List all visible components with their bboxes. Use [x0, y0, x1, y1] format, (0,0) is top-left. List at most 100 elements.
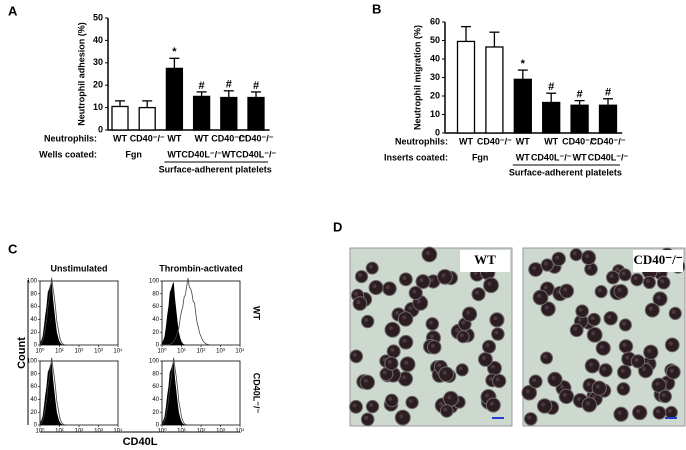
y-tick-label: 20 — [152, 330, 159, 336]
cell — [426, 339, 442, 355]
cell-highlight — [408, 306, 413, 311]
cell-highlight — [401, 375, 406, 380]
cell — [618, 318, 632, 332]
y-tick-label: 40 — [152, 397, 159, 403]
cell — [618, 339, 634, 354]
cell-highlight — [354, 291, 359, 296]
cell — [398, 334, 414, 350]
cell-highlight — [642, 367, 647, 372]
bar — [192, 95, 211, 131]
cell — [547, 371, 563, 388]
row-label: CD40L⁻/⁻ — [252, 373, 262, 414]
cell — [642, 275, 657, 290]
cell-highlight — [488, 376, 493, 381]
row-label: Inserts coated: — [384, 152, 448, 162]
y-tick-label: 20 — [152, 410, 159, 416]
cell-highlight — [577, 318, 582, 323]
cell-highlight — [455, 328, 460, 333]
bar — [485, 46, 504, 134]
y-tick-label: 80 — [152, 291, 159, 297]
cell-highlight — [352, 352, 357, 357]
cell-highlight — [585, 401, 590, 406]
y-axis-label: Count — [16, 337, 28, 369]
y-tick-label: 50 — [430, 35, 440, 45]
x-tick-label-row2: WT — [222, 149, 236, 159]
cell — [664, 337, 680, 353]
cell — [665, 364, 681, 380]
cell — [521, 384, 538, 401]
cell — [398, 272, 413, 287]
cell-highlight — [382, 370, 387, 375]
cell-highlight — [495, 377, 500, 382]
cell-highlight — [395, 310, 400, 315]
cell-highlight — [619, 385, 624, 390]
x-tick-label: WT — [459, 136, 473, 146]
x-tick-label: 10⁴ — [235, 428, 245, 435]
x-tick-label: CD40⁻/⁻ — [562, 136, 597, 146]
cell — [528, 262, 544, 277]
cell-highlight — [404, 360, 409, 365]
y-tick-label: 20 — [30, 410, 37, 416]
x-tick-label-row2: WT — [516, 152, 530, 162]
cell-highlight — [636, 409, 641, 414]
x-tick-label: 10¹ — [177, 349, 186, 355]
cell-highlight — [543, 261, 548, 266]
y-tick-label: 60 — [30, 384, 37, 390]
cell — [471, 287, 486, 302]
bar — [165, 67, 184, 131]
x-tick-label-row2: CD40L⁻/⁻ — [531, 152, 572, 162]
cell — [658, 389, 672, 404]
cell-highlight — [402, 338, 407, 343]
cell-highlight — [484, 393, 489, 398]
cell — [359, 374, 376, 391]
cell — [352, 296, 368, 311]
cell-highlight — [412, 289, 417, 294]
cell — [603, 310, 618, 326]
cell-highlight — [588, 362, 593, 367]
histogram-stained — [39, 277, 118, 346]
cell — [523, 412, 538, 426]
cell — [630, 272, 644, 287]
cell — [532, 289, 549, 306]
annotation: * — [521, 58, 526, 70]
cell — [455, 363, 469, 377]
cell — [456, 330, 470, 344]
cell-highlight — [563, 287, 568, 292]
y-tick-label: 0 — [34, 343, 38, 349]
cell — [399, 356, 416, 373]
x-tick-label: 10² — [75, 349, 84, 355]
y-tick-label: 40 — [93, 35, 103, 45]
y-tick-label: 40 — [152, 317, 159, 323]
y-tick-label: 40 — [430, 53, 440, 63]
cell-highlight — [429, 277, 434, 282]
panel-label: A — [8, 3, 18, 18]
label-box — [460, 250, 510, 272]
histogram-control — [40, 361, 118, 425]
annotation: # — [605, 87, 611, 99]
cell-highlight — [368, 264, 373, 269]
x-tick-label-row2: WT — [573, 152, 587, 162]
cell-highlight — [416, 299, 421, 304]
cell-highlight — [595, 384, 600, 389]
y-tick-label: 0 — [156, 423, 160, 429]
cell — [349, 399, 363, 414]
cell — [384, 356, 399, 371]
cell-highlight — [621, 271, 626, 276]
cell — [360, 412, 375, 427]
cell — [394, 409, 411, 426]
row-label: Neutrophils: — [395, 136, 448, 146]
cell-highlight — [617, 287, 622, 292]
annotation: # — [226, 79, 232, 91]
cell — [492, 373, 507, 389]
x-tick-label: 10⁰ — [35, 348, 45, 355]
y-tick-label: 50 — [93, 12, 103, 22]
annotation: * — [172, 46, 177, 58]
cell — [630, 354, 646, 369]
y-tick-label: 60 — [430, 16, 440, 26]
panel-label: C — [8, 241, 18, 256]
cell — [591, 380, 607, 396]
cell — [489, 312, 505, 328]
cell-highlight — [485, 343, 490, 348]
cell — [651, 377, 667, 393]
